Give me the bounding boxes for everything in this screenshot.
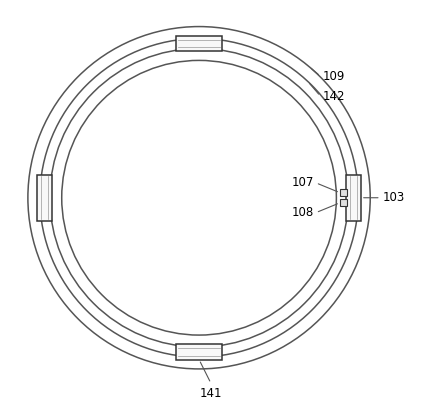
Text: 103: 103: [383, 191, 405, 204]
Text: 141: 141: [200, 386, 222, 400]
Bar: [346, 175, 361, 220]
Bar: [176, 345, 222, 359]
Text: 108: 108: [292, 206, 314, 219]
Text: 109: 109: [322, 70, 345, 83]
Text: 142: 142: [322, 90, 345, 103]
Bar: [340, 189, 347, 196]
Text: 107: 107: [291, 176, 314, 189]
Bar: [37, 175, 52, 220]
Bar: [176, 36, 222, 51]
Bar: [340, 199, 347, 206]
